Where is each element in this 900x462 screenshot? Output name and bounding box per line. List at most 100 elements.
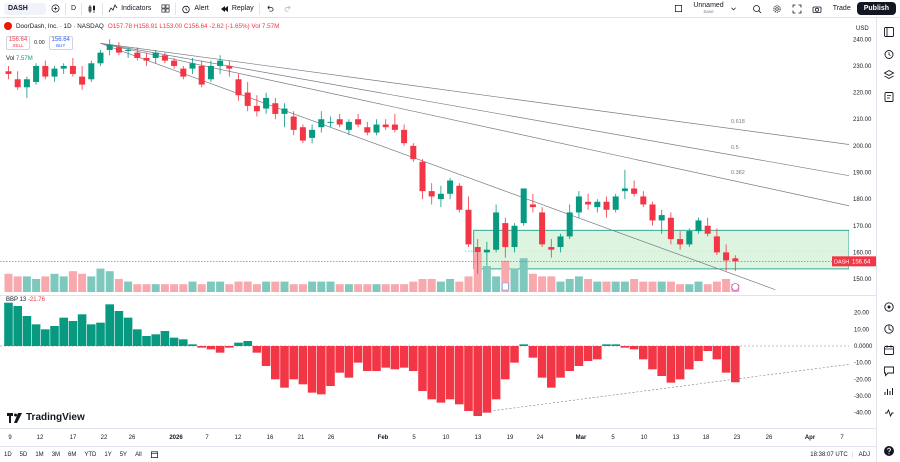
ohlc-values: O157.78 H158.91 L153.00 C156.64 -2.62 (-… bbox=[108, 23, 280, 30]
watchlist-icon[interactable] bbox=[883, 26, 895, 38]
fullscreen-icon[interactable] bbox=[792, 4, 802, 14]
settings-icon[interactable] bbox=[772, 4, 782, 14]
indicators-button[interactable]: Indicators bbox=[103, 0, 156, 18]
layers-icon[interactable] bbox=[883, 69, 895, 81]
chart-type-button[interactable] bbox=[82, 0, 102, 18]
bbp-bar bbox=[372, 346, 381, 371]
bbp-bar bbox=[685, 346, 694, 370]
range-box[interactable] bbox=[473, 229, 849, 270]
bbp-legend[interactable]: BBP 13 -21.76 bbox=[6, 297, 45, 303]
earnings-marker[interactable] bbox=[501, 282, 509, 291]
candle-body bbox=[272, 103, 279, 114]
candle-body bbox=[364, 127, 371, 133]
fan-line[interactable] bbox=[100, 42, 776, 291]
bbp-bar bbox=[399, 346, 409, 368]
layout-grid-button[interactable] bbox=[156, 0, 175, 18]
chat-icon[interactable] bbox=[883, 365, 895, 377]
volume-legend[interactable]: Vol 7.57M bbox=[6, 56, 33, 62]
time-tick-label: 7 bbox=[840, 435, 844, 441]
tradingview-logo[interactable]: TradingView bbox=[7, 412, 85, 423]
fan-line[interactable] bbox=[100, 42, 850, 207]
time-tick-label: 22 bbox=[101, 435, 108, 441]
volume-bar bbox=[41, 276, 50, 292]
streams-icon[interactable] bbox=[883, 386, 895, 398]
bbp-bar bbox=[703, 346, 712, 351]
support-resistance-box[interactable] bbox=[473, 229, 849, 270]
candle-body bbox=[465, 209, 472, 245]
bbp-axis[interactable]: 20.00 10.00 0.0000 -10.00 -20.00 -30.00 -40.00 bbox=[854, 311, 873, 417]
volume-bar bbox=[32, 279, 41, 292]
bbp-tick-label: 10.00 bbox=[854, 327, 870, 333]
target-icon[interactable] bbox=[883, 301, 895, 313]
volume-bar bbox=[436, 281, 445, 292]
layout-square-icon[interactable] bbox=[674, 4, 683, 13]
bbp-bar bbox=[289, 346, 298, 380]
range-5d[interactable]: 5D bbox=[19, 451, 28, 458]
range-1y[interactable]: 1Y bbox=[104, 451, 112, 458]
currency-label: USD bbox=[856, 26, 869, 32]
alert-button[interactable]: Alert bbox=[176, 0, 213, 18]
interval-button[interactable]: D bbox=[66, 0, 81, 18]
bbp-bar bbox=[13, 306, 22, 346]
date-range-icon[interactable] bbox=[150, 450, 159, 459]
layout-name-button[interactable]: Unnamed Save bbox=[687, 2, 729, 15]
fib-speed-fan[interactable]: 0.618 0.5 0.382 bbox=[100, 42, 850, 291]
bbp-tick-label: -20.00 bbox=[854, 377, 872, 383]
quick-search-icon[interactable] bbox=[752, 4, 762, 14]
bbp-histogram bbox=[0, 302, 850, 416]
utc-clock[interactable]: 18:38:07 UTC bbox=[810, 451, 848, 458]
symbol-search[interactable]: DASH bbox=[4, 2, 46, 15]
candle-body bbox=[226, 65, 233, 69]
alarm-clock-icon[interactable] bbox=[883, 48, 895, 60]
price-axis[interactable]: USD 240.00 230.00 220.00 210.00 200.00 190.00 1… bbox=[0, 26, 876, 283]
volume-bar bbox=[188, 281, 197, 292]
add-symbol-button[interactable] bbox=[46, 0, 65, 18]
undo-button[interactable] bbox=[260, 0, 279, 18]
range-ytd[interactable]: YTD bbox=[84, 451, 97, 458]
change-value: -2.62 (-1.65%) bbox=[209, 22, 250, 30]
bbp-value: -21.76 bbox=[27, 297, 45, 303]
candle-body bbox=[575, 196, 582, 213]
sell-button[interactable]: 156.64 SELL bbox=[6, 36, 30, 50]
trade-button[interactable]: Trade bbox=[832, 5, 851, 12]
fan-line[interactable] bbox=[100, 42, 850, 145]
range-all[interactable]: All bbox=[135, 451, 142, 458]
camera-icon[interactable] bbox=[812, 4, 822, 14]
redo-button[interactable] bbox=[279, 0, 298, 18]
volume-bar bbox=[657, 281, 666, 292]
range-1m[interactable]: 1M bbox=[35, 451, 44, 458]
volume-bar bbox=[676, 284, 685, 292]
chevron-down-icon[interactable] bbox=[730, 5, 737, 12]
range-1d[interactable]: 1D bbox=[4, 451, 12, 458]
time-axis[interactable]: 9 12 17 22 26 2026 7 12 16 21 26 Feb 5 10 13 19 24 Mar 5 10… bbox=[8, 435, 844, 441]
candle-body bbox=[732, 258, 739, 262]
range-6m[interactable]: 6M bbox=[68, 451, 77, 458]
range-5y[interactable]: 5Y bbox=[119, 451, 128, 458]
adj-toggle[interactable]: ADJ bbox=[851, 451, 876, 458]
bbp-bar bbox=[271, 346, 280, 380]
notes-icon[interactable] bbox=[883, 91, 895, 103]
candle-body bbox=[60, 65, 67, 69]
symbol-text: DASH bbox=[8, 5, 28, 12]
calendar-icon[interactable] bbox=[883, 344, 895, 356]
range-3m[interactable]: 3M bbox=[51, 451, 61, 458]
candle-body bbox=[447, 180, 454, 194]
dividend-marker[interactable] bbox=[731, 283, 740, 291]
symbol-legend: DoorDash, Inc. · 1D · NASDAQ O157.78 H15… bbox=[4, 22, 279, 30]
volume-bar bbox=[372, 284, 381, 292]
fan-line[interactable] bbox=[100, 42, 850, 177]
volume-bar bbox=[87, 276, 96, 292]
candle-body bbox=[79, 76, 86, 85]
help-icon[interactable] bbox=[883, 445, 895, 457]
bbp-bar bbox=[712, 346, 722, 360]
symbol-title[interactable]: DoorDash, Inc. · 1D · NASDAQ bbox=[16, 22, 104, 30]
publish-button[interactable]: Publish bbox=[856, 2, 896, 15]
candle-body bbox=[686, 231, 693, 245]
signal-icon[interactable] bbox=[883, 407, 895, 419]
buy-button[interactable]: 156.64 BUY bbox=[48, 36, 73, 50]
replay-button[interactable]: Replay bbox=[214, 0, 259, 18]
ideas-icon[interactable] bbox=[883, 323, 895, 335]
bbp-trendline[interactable] bbox=[477, 364, 850, 413]
time-tick-label: 5 bbox=[611, 435, 615, 441]
